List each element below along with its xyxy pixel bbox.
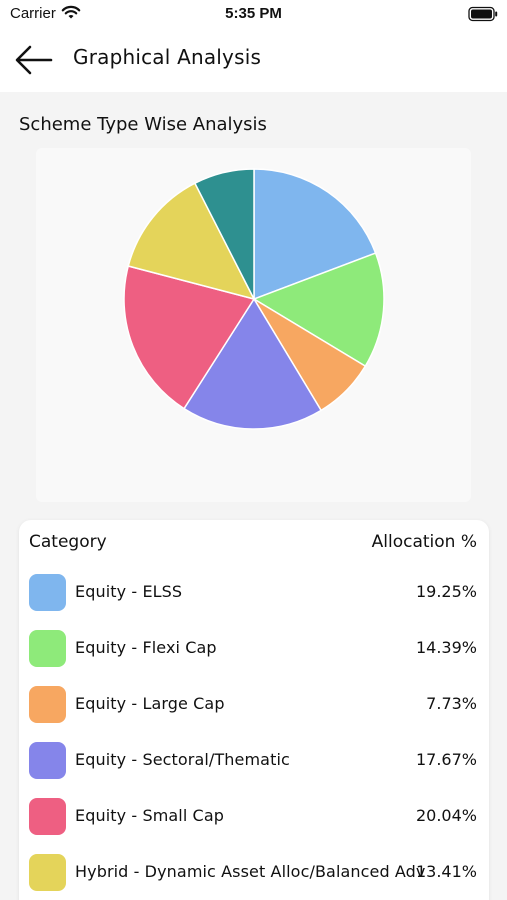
pie-slice xyxy=(127,182,256,301)
table-row: Hybrid - Dynamic Asset Alloc/Balanced Ad… xyxy=(19,844,489,900)
category-label: Equity - ELSS xyxy=(75,582,183,601)
pie-slice xyxy=(123,265,256,410)
table-header: Category Allocation % xyxy=(19,520,489,566)
pie-slice xyxy=(252,252,385,368)
section-title: Scheme Type Wise Analysis xyxy=(19,114,267,135)
category-label: Equity - Flexi Cap xyxy=(75,638,217,657)
table-row: Equity - ELSS 19.25% xyxy=(19,564,489,620)
back-arrow-icon[interactable] xyxy=(14,44,54,76)
battery-icon xyxy=(468,6,498,26)
color-swatch xyxy=(29,742,66,779)
allocation-value: 14.39% xyxy=(415,638,477,657)
category-label: Hybrid - Dynamic Asset Alloc/Balanced Ad… xyxy=(75,862,426,881)
category-label: Equity - Large Cap xyxy=(75,694,225,713)
pie-chart xyxy=(123,168,385,430)
pie-slice xyxy=(193,168,255,300)
category-label: Equity - Sectoral/Thematic xyxy=(75,750,290,769)
status-bar: Carrier 5:35 PM xyxy=(0,0,507,30)
table-row: Equity - Small Cap 20.04% xyxy=(19,788,489,844)
allocation-table: Category Allocation % Equity - ELSS 19.2… xyxy=(19,520,489,900)
allocation-value: 17.67% xyxy=(415,750,477,769)
allocation-value: 20.04% xyxy=(415,806,477,825)
clock: 5:35 PM xyxy=(225,5,282,22)
color-swatch xyxy=(29,854,66,891)
pie-chart-card xyxy=(36,148,471,502)
table-row: Equity - Sectoral/Thematic 17.67% xyxy=(19,732,489,788)
allocation-value: 13.41% xyxy=(415,862,477,881)
page-title: Graphical Analysis xyxy=(73,45,262,69)
pie-slice xyxy=(183,297,323,430)
allocation-value: 7.73% xyxy=(426,694,477,713)
column-header-allocation: Allocation % xyxy=(371,532,477,552)
pie-slice xyxy=(253,168,377,301)
color-swatch xyxy=(29,630,66,667)
carrier-label: Carrier xyxy=(10,5,56,22)
allocation-value: 19.25% xyxy=(415,582,477,601)
app-header: Graphical Analysis xyxy=(0,30,507,92)
color-swatch xyxy=(29,798,66,835)
category-label: Equity - Small Cap xyxy=(75,806,224,825)
color-swatch xyxy=(29,686,66,723)
table-row: Equity - Flexi Cap 14.39% xyxy=(19,620,489,676)
table-row: Equity - Large Cap 7.73% xyxy=(19,676,489,732)
color-swatch xyxy=(29,574,66,611)
wifi-icon xyxy=(61,5,81,24)
column-header-category: Category xyxy=(29,532,107,552)
